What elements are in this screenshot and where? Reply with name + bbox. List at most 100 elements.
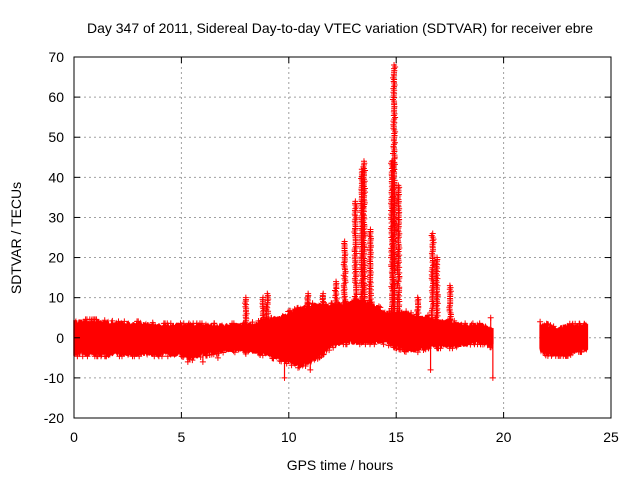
x-axis-label: GPS time / hours <box>287 457 394 473</box>
data-point <box>385 342 392 349</box>
data-point-spike-7 <box>352 232 359 239</box>
data-point-spike-16 <box>434 291 441 298</box>
data-point-spike-17 <box>447 291 454 298</box>
data-point <box>121 318 128 325</box>
data-point-spike-12 <box>392 114 399 121</box>
data-point-spike-14 <box>414 306 421 313</box>
data-point-spike-13 <box>395 291 402 298</box>
data-point-spike-17 <box>447 284 454 291</box>
data-point <box>185 320 192 327</box>
data-point-spike-13 <box>394 305 401 312</box>
data-point-spike-9 <box>361 293 368 300</box>
data-point <box>403 308 410 315</box>
data-point <box>102 353 109 360</box>
data-point-spike-13 <box>395 277 402 284</box>
data-point <box>268 314 275 321</box>
data-point-spike-13 <box>396 230 403 237</box>
data-point-spike-7 <box>351 218 358 225</box>
data-point-spike-7 <box>351 207 358 214</box>
data-point-spike-16 <box>433 260 440 267</box>
data-point-spike-9 <box>360 289 367 296</box>
data-point-spike-9 <box>361 167 368 174</box>
data-point-spike-12 <box>391 146 398 153</box>
data-point-spike-7 <box>352 254 359 261</box>
data-point-spike-12 <box>391 132 398 139</box>
data-point-spike-2 <box>264 299 271 306</box>
data-point <box>447 316 454 323</box>
data-point-spike-12 <box>391 100 398 107</box>
data-point <box>408 309 415 316</box>
data-point-spike-7 <box>353 214 360 221</box>
data-point-spike-10 <box>367 242 374 249</box>
data-point-spike-6 <box>341 265 348 272</box>
data-point <box>115 318 122 325</box>
data-point-spike-6 <box>341 275 348 282</box>
data-point-spike-2 <box>263 303 270 310</box>
data-point <box>362 341 369 348</box>
data-point <box>229 320 236 327</box>
data-point-spike-1 <box>260 307 267 314</box>
data-point-spike-6 <box>341 254 348 261</box>
data-point-spike-9 <box>360 253 367 260</box>
y-tick-label: 60 <box>48 89 64 105</box>
data-point-spike-12 <box>389 157 396 164</box>
data-point-spike-6 <box>340 272 347 279</box>
data-point <box>198 320 205 327</box>
data-point-spike-13 <box>395 198 402 205</box>
data-point <box>396 346 403 353</box>
data-point-spike-13 <box>395 237 402 244</box>
data-point-spike-4 <box>321 304 328 311</box>
data-point <box>164 353 171 360</box>
data-point-outlier-5 <box>489 374 496 381</box>
data-point-spike-12 <box>390 298 397 305</box>
data-point-spike-13 <box>396 205 403 212</box>
data-point-outlier-3 <box>307 366 314 373</box>
data-point-spike-12 <box>392 64 399 71</box>
data-point-spike-8 <box>358 186 365 193</box>
data-point-spike-16 <box>434 319 441 326</box>
axis-ticks: 0 5 10 15 20 25 -20 -10 0 10 20 30 40 50 60 70 <box>44 49 619 445</box>
data-point-spike-13 <box>395 187 402 194</box>
data-point-spike-12 <box>391 215 398 222</box>
data-point-spike-12 <box>391 154 398 161</box>
data-point-spike-10 <box>366 256 373 263</box>
y-axis-label: SDTVAR / TECUs <box>8 182 24 294</box>
data-point <box>320 351 327 358</box>
data-point-spike-6 <box>342 268 349 275</box>
data-point <box>576 320 583 327</box>
data-point-spike-15 <box>428 268 435 275</box>
data-point-spike-5 <box>333 297 340 304</box>
data-point-spike-12 <box>390 255 397 262</box>
data-point-spike-9 <box>361 185 368 192</box>
data-point <box>177 320 184 327</box>
plot-frame <box>73 56 612 419</box>
data-point <box>377 304 384 311</box>
y-tick-label: 70 <box>48 49 64 65</box>
data-point-spike-12 <box>391 139 398 146</box>
data-point-spike-10 <box>366 232 373 239</box>
data-point-spike-14 <box>415 296 422 303</box>
data-point-spike-12 <box>391 161 398 168</box>
data-point-spike-10 <box>367 239 374 246</box>
data-point-spike-13 <box>394 195 401 202</box>
data-point <box>294 305 301 312</box>
data-point <box>432 314 439 321</box>
data-point-spike-13 <box>394 262 401 269</box>
data-point <box>424 312 431 319</box>
data-point-spike-12 <box>391 226 398 233</box>
data-point-spike-5 <box>333 304 340 311</box>
data-point-spike-12 <box>390 186 397 193</box>
data-point-spike-15 <box>428 232 435 239</box>
data-point-spike-0 <box>241 300 248 307</box>
x-tick-label: 5 <box>178 429 186 445</box>
data-point <box>82 316 89 323</box>
data-point-spike-7 <box>353 250 360 257</box>
y-tick-label: 40 <box>48 169 64 185</box>
data-point-spike-12 <box>389 96 396 103</box>
y-tick-label: 20 <box>48 250 64 266</box>
data-point <box>340 341 347 348</box>
data-point-spike-3 <box>305 292 312 299</box>
data-point <box>220 349 227 356</box>
data-point-spike-2 <box>264 292 271 299</box>
data-point-spike-7 <box>353 282 360 289</box>
